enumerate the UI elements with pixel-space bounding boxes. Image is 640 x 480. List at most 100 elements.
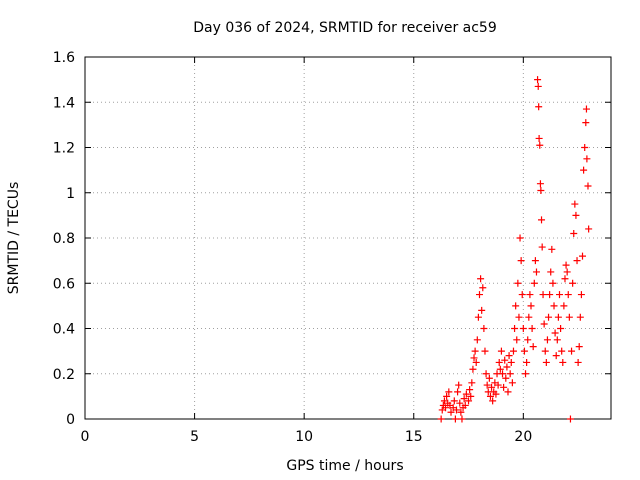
data-point (479, 284, 487, 292)
data-point (558, 347, 566, 355)
data-point (565, 313, 573, 321)
data-point (503, 363, 511, 371)
data-point (545, 313, 553, 321)
data-point (577, 291, 585, 299)
data-point (457, 408, 465, 416)
data-point (554, 313, 562, 321)
data-point (574, 358, 582, 366)
data-point (443, 392, 451, 400)
data-point (502, 374, 510, 382)
data-point (560, 302, 568, 310)
data-point (564, 291, 572, 299)
data-point (572, 211, 580, 219)
data-point (501, 356, 509, 364)
data-point (583, 155, 591, 163)
data-point (456, 399, 464, 407)
data-point (488, 383, 496, 391)
data-point (458, 415, 466, 423)
data-point (511, 325, 519, 332)
data-point (474, 313, 482, 321)
axis-ticks: 0 0.2 0.4 0.6 0.8 1 1.2 1.4 1.6 0 5 10 15 20 (53, 50, 611, 445)
y-tick-label: 1.6 (53, 50, 75, 66)
data-point (506, 370, 514, 378)
data-point (504, 388, 512, 396)
data-point (469, 365, 477, 373)
y-tick-label: 0.6 (53, 276, 75, 292)
data-point (509, 347, 517, 355)
y-tick-label: 1.4 (53, 95, 75, 111)
data-point (442, 404, 450, 412)
data-point (526, 291, 534, 299)
data-point (451, 415, 459, 423)
data-point (582, 119, 590, 127)
data-point (472, 358, 480, 366)
chart-title: Day 036 of 2024, SRMTID for receiver ac5… (193, 20, 497, 36)
data-point (499, 370, 507, 378)
data-point (523, 358, 531, 366)
data-point (570, 229, 578, 237)
data-point (581, 144, 589, 151)
data-point (473, 336, 481, 344)
data-point (462, 390, 470, 398)
data-point (579, 252, 587, 260)
data-point (450, 397, 458, 405)
data-point (454, 388, 462, 396)
data-point (514, 279, 522, 287)
data-point (460, 395, 468, 403)
data-point (573, 257, 581, 265)
data-point (512, 302, 520, 310)
data-point (447, 408, 455, 416)
data-point (481, 347, 489, 355)
data-point (575, 343, 583, 351)
data-point (461, 401, 469, 409)
data-point (492, 390, 500, 398)
data-point (551, 329, 559, 337)
data-point (536, 141, 544, 149)
data-point (494, 381, 502, 389)
data-point (559, 358, 567, 366)
data-point (483, 381, 491, 389)
data-point (557, 325, 565, 332)
data-point (508, 379, 516, 387)
x-tick-label: 5 (190, 429, 199, 445)
x-tick-label: 0 (81, 429, 90, 445)
x-tick-label: 15 (405, 429, 423, 445)
data-point (546, 291, 554, 299)
data-point (561, 275, 569, 283)
data-point (541, 347, 549, 355)
data-point (542, 358, 550, 366)
data-point (517, 257, 525, 265)
data-point (568, 347, 576, 355)
data-point (543, 336, 551, 344)
data-point (550, 302, 558, 310)
data-point (489, 397, 497, 405)
data-point (486, 392, 494, 400)
data-point (553, 336, 561, 344)
data-point (535, 134, 543, 142)
x-tick-label: 20 (514, 429, 532, 445)
data-point (548, 245, 556, 253)
data-point (534, 76, 542, 84)
data-point (537, 186, 545, 194)
x-axis-label: GPS time / hours (286, 458, 403, 474)
data-points (437, 76, 593, 423)
data-point (531, 257, 539, 265)
data-point (528, 325, 536, 332)
y-tick-label: 0.4 (53, 322, 75, 338)
data-point (584, 182, 592, 190)
data-point (520, 347, 528, 355)
data-point (516, 234, 524, 242)
data-point (547, 268, 555, 276)
data-point (585, 225, 593, 233)
y-tick-label: 0.2 (53, 367, 75, 383)
data-point (497, 347, 505, 355)
data-point (571, 200, 579, 208)
data-point (552, 352, 560, 360)
grid (85, 57, 611, 419)
data-point (576, 313, 584, 321)
data-point (477, 275, 485, 283)
data-point (500, 383, 508, 391)
data-point (515, 313, 523, 321)
data-point (518, 291, 526, 299)
